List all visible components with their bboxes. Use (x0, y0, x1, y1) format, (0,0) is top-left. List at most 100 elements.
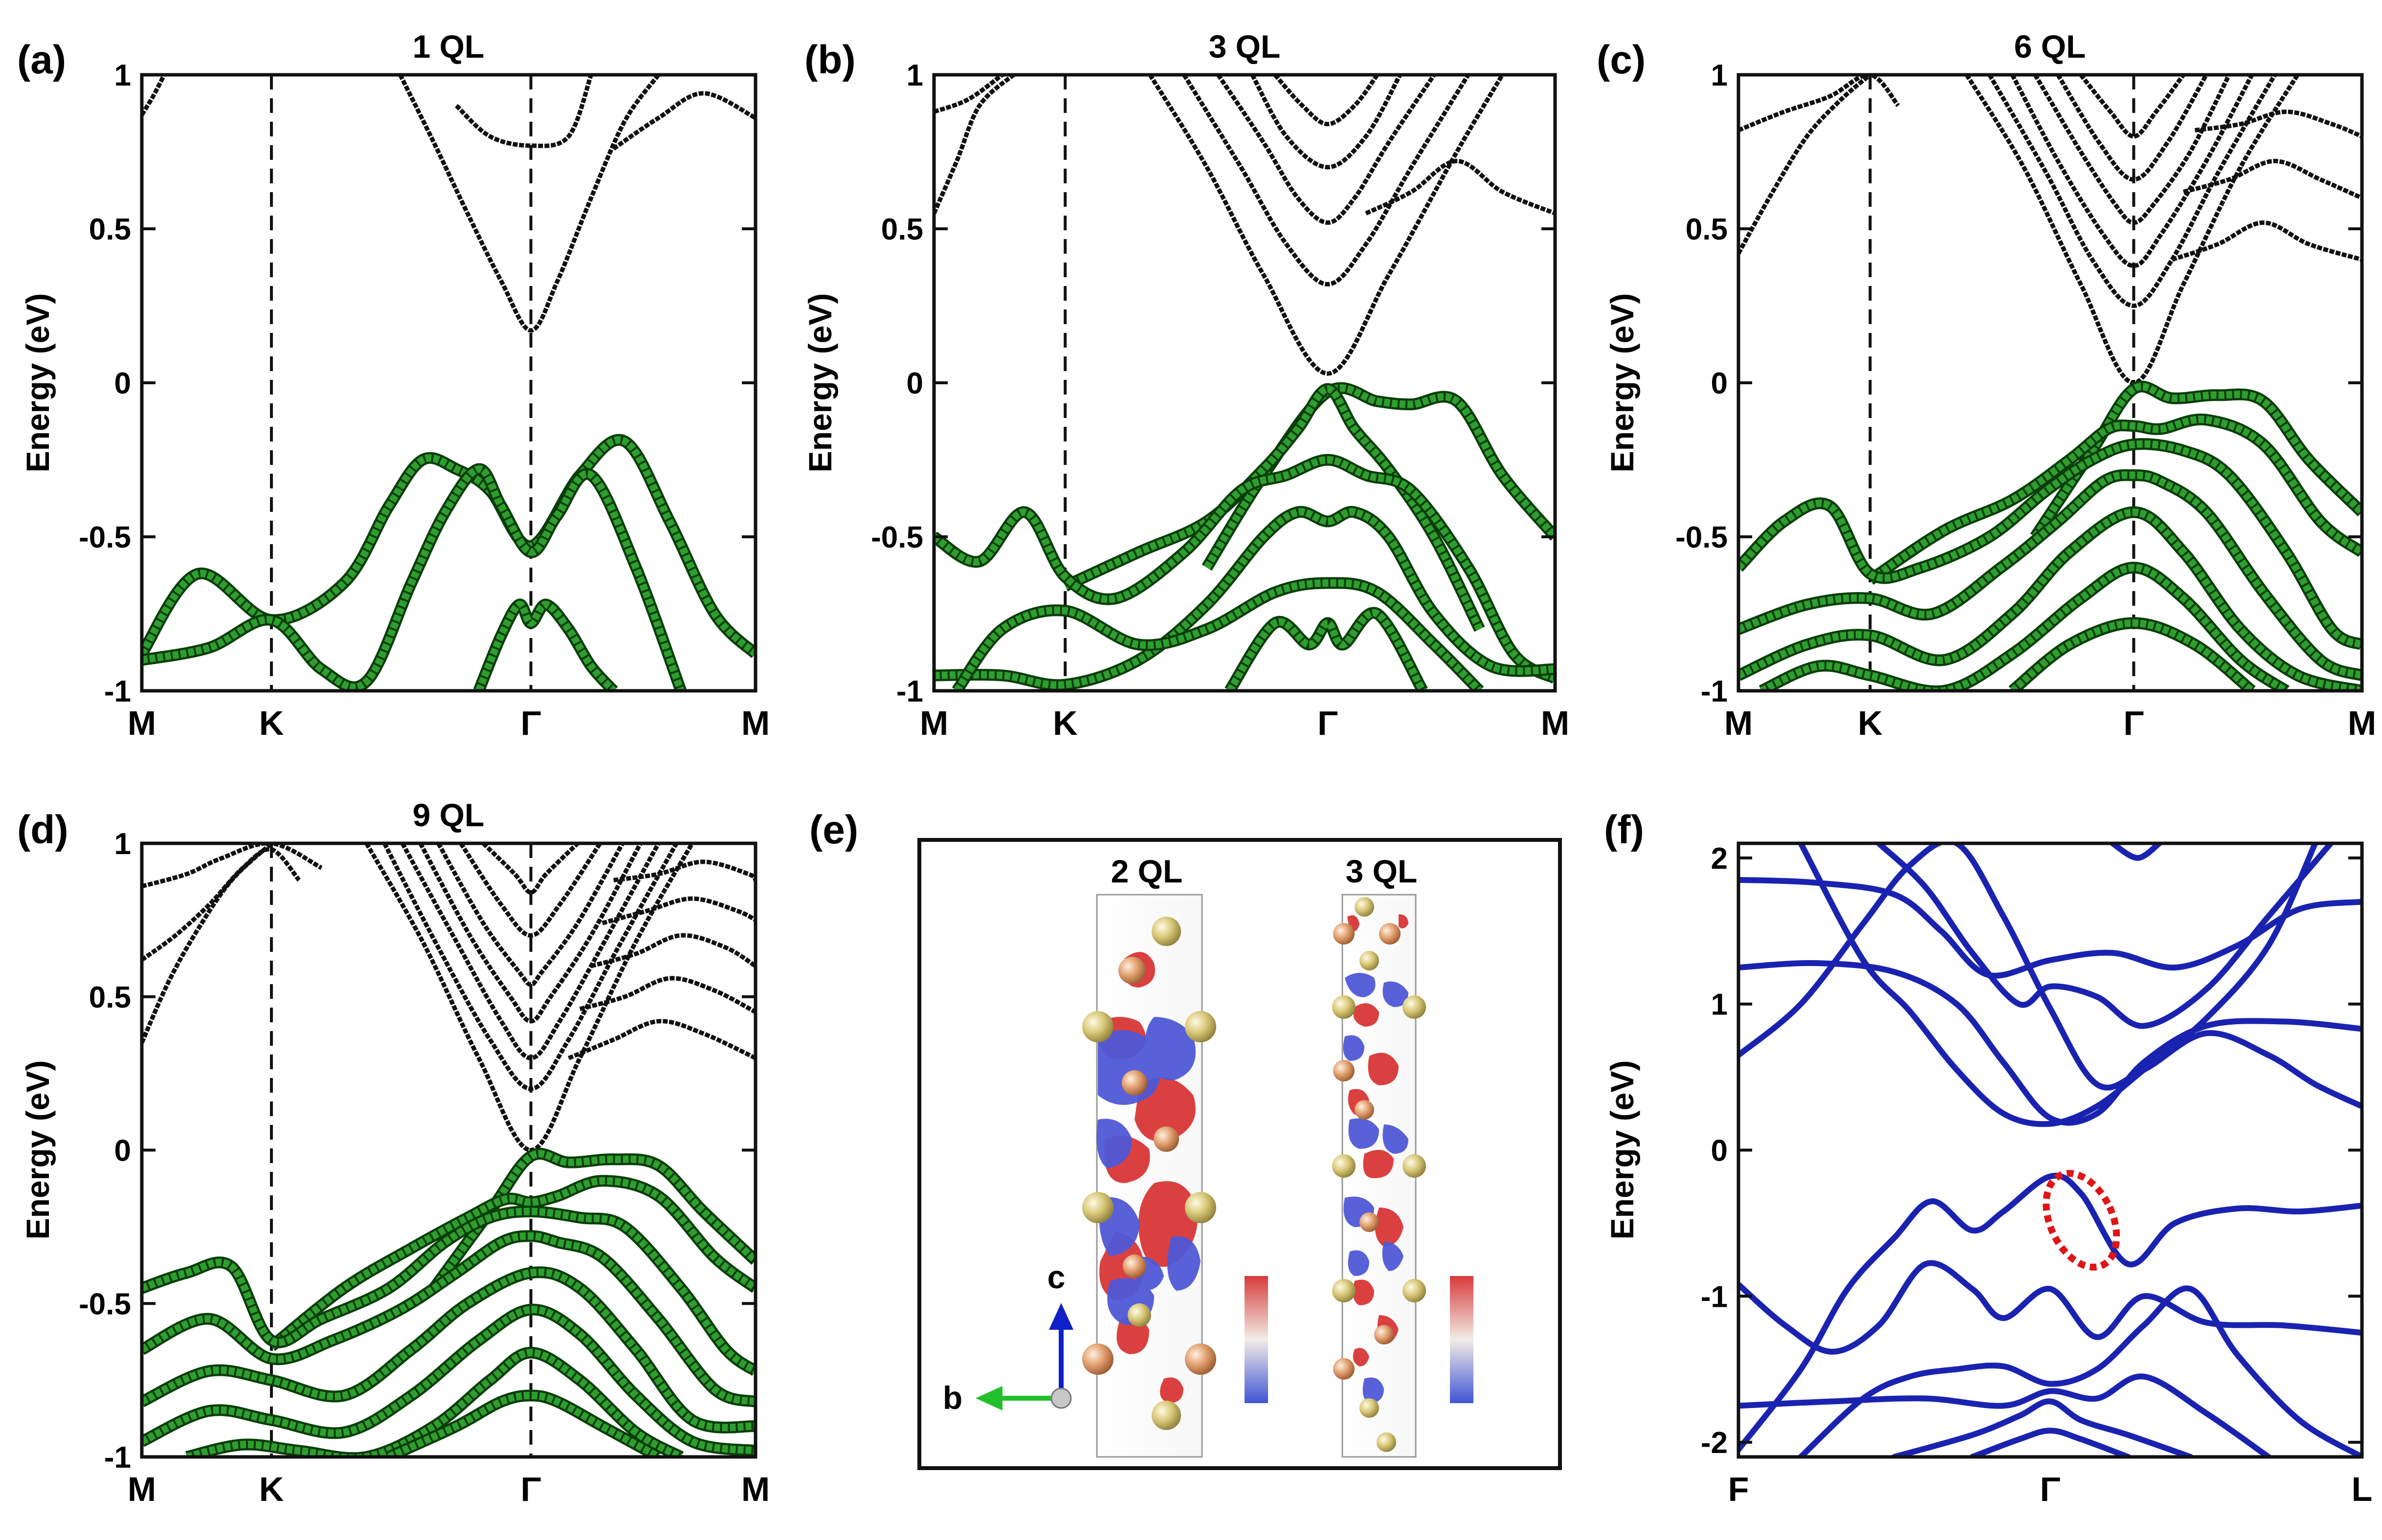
valence-band-val-top (2032, 383, 2362, 539)
highlight-ellipse (2043, 1169, 2120, 1271)
k-point-label: K (259, 1470, 284, 1508)
panel-title: 1 QL (413, 28, 485, 65)
k-point-label: Γ (521, 1470, 541, 1508)
plot-area (142, 75, 756, 691)
conduction-band-cond-f2 (579, 976, 756, 1014)
atom (1332, 995, 1356, 1019)
k-point-label: Γ (2040, 1470, 2060, 1508)
y-tick-label: -1 (104, 1441, 131, 1474)
conduction-band-conduction (398, 75, 661, 333)
y-tick-label: -1 (1701, 1280, 1728, 1314)
valence-band-val-2 (1868, 416, 2362, 583)
conduction-band-cond-5 (2056, 75, 2208, 182)
band-line-f-c1 (1738, 843, 2362, 1109)
y-tick-label: -1 (896, 675, 923, 708)
valence-band-val-5 (142, 1268, 756, 1431)
y-tick-label: 1 (114, 59, 131, 92)
arrow-left-icon-head (976, 1386, 1002, 1410)
valence-band-valence-1 (142, 436, 756, 657)
column-label-2ql: 2 QL (1111, 853, 1183, 889)
atom (1122, 1070, 1147, 1096)
y-axis-label: Energy (eV) (802, 293, 838, 473)
panel-label-e: (e) (809, 808, 858, 852)
y-tick-label: -2 (1701, 1426, 1728, 1460)
isosurface-blue-2ql (1096, 1017, 1201, 1325)
conduction-band-cond-f1 (568, 1019, 756, 1060)
conduction-band-cond-M3 (142, 843, 323, 889)
colorbar-2ql (1245, 1276, 1268, 1403)
band-line-f-v6 (1969, 1428, 2131, 1457)
conduction-band-cond-3 (1216, 75, 1436, 225)
conduction-band-cond-M2 (1738, 75, 1900, 132)
k-point-label: Γ (1317, 704, 1338, 742)
y-tick-label: 0 (907, 367, 923, 400)
y-tick-label: -0.5 (871, 521, 923, 554)
conduction-band-cond-M (934, 75, 1015, 215)
y-tick-label: 0 (1711, 367, 1728, 400)
conduction-band-cond-dirac (364, 843, 694, 1153)
conduction-band-cond-dirac-up (1148, 75, 1505, 376)
band-line-f-v5 (1891, 1398, 2194, 1457)
k-point-label: M (1724, 704, 1753, 742)
conduction-band-cond-f4 (601, 896, 756, 925)
band-line-f-v4 (1738, 1373, 2271, 1457)
valence-band-val-6 (1226, 609, 1426, 691)
column-label-3ql: 3 QL (1346, 853, 1418, 889)
k-point-label: M (741, 704, 770, 742)
y-tick-label: 0 (114, 367, 131, 400)
y-axis-label: Energy (eV) (20, 293, 56, 473)
k-point-label: M (920, 704, 948, 742)
axis-label-c: c (1047, 1259, 1066, 1295)
band-line-f-c3 (1798, 843, 2318, 1127)
valence-band-outline-val-3 (142, 1205, 756, 1376)
conduction-band-cond-4 (2033, 75, 2231, 225)
atom (1118, 957, 1146, 984)
charge-density-panel: 2 QL 3 QL (917, 838, 1562, 1470)
conduction-band-cond-M2 (934, 75, 1004, 114)
atom (1377, 1432, 1396, 1452)
y-tick-label: 0.5 (881, 213, 923, 246)
conduction-band-cond-2 (382, 843, 679, 1091)
conduction-band-cond-6 (459, 843, 602, 938)
panel-title: 6 QL (2014, 28, 2086, 65)
atom (1082, 1343, 1113, 1375)
valence-band-val-3 (1738, 440, 2362, 648)
atom (1374, 1325, 1394, 1344)
atom (1402, 1154, 1426, 1178)
conduction-band-cond-3 (2010, 75, 2254, 268)
axis-label-b: b (943, 1380, 962, 1416)
conduction-band-cond-M1 (142, 843, 273, 1044)
valence-band-val-3 (934, 456, 1555, 682)
k-point-label: M (1541, 704, 1569, 742)
valence-band-val-8 (387, 1391, 661, 1457)
valence-band-val-3 (142, 1208, 756, 1374)
atom (1359, 1398, 1379, 1418)
conduction-band-conduction-right (612, 91, 756, 151)
conduction-band-cond-6 (2079, 75, 2185, 139)
atom (1152, 917, 1181, 946)
y-tick-label: -0.5 (79, 1287, 131, 1321)
panel-label-b: (b) (804, 38, 856, 82)
k-point-label: M (2348, 704, 2376, 742)
y-tick-label: -1 (104, 675, 131, 708)
conduction-band-cond-flat (1365, 158, 1555, 216)
atom (1333, 1060, 1355, 1081)
atom (1333, 1358, 1355, 1380)
k-point-label: F (1728, 1470, 1749, 1508)
k-point-label: K (1053, 704, 1078, 742)
atom (1379, 923, 1401, 945)
atom (1332, 1279, 1356, 1302)
axis-origin (1050, 1387, 1072, 1409)
k-point-label: M (128, 704, 156, 742)
cell-3ql (1332, 894, 1473, 1458)
conduction-band-cond-flat3 (2194, 110, 2362, 139)
band-panel-f: Energy (eV) 2 1 0 -1 -2F Γ L (1604, 841, 2372, 1508)
y-tick-label: 0.5 (89, 981, 131, 1014)
band-line-f-v3 (1798, 1285, 2362, 1457)
atom (1402, 995, 1426, 1019)
band-line-f-v1 (1738, 1172, 2362, 1453)
panel-title: 9 QL (413, 797, 485, 833)
band-panel-a: 1 QL Energy (eV) 10.50-0.5-1M K Γ M (20, 28, 770, 742)
valence-band-outline-valence-1 (142, 434, 756, 659)
